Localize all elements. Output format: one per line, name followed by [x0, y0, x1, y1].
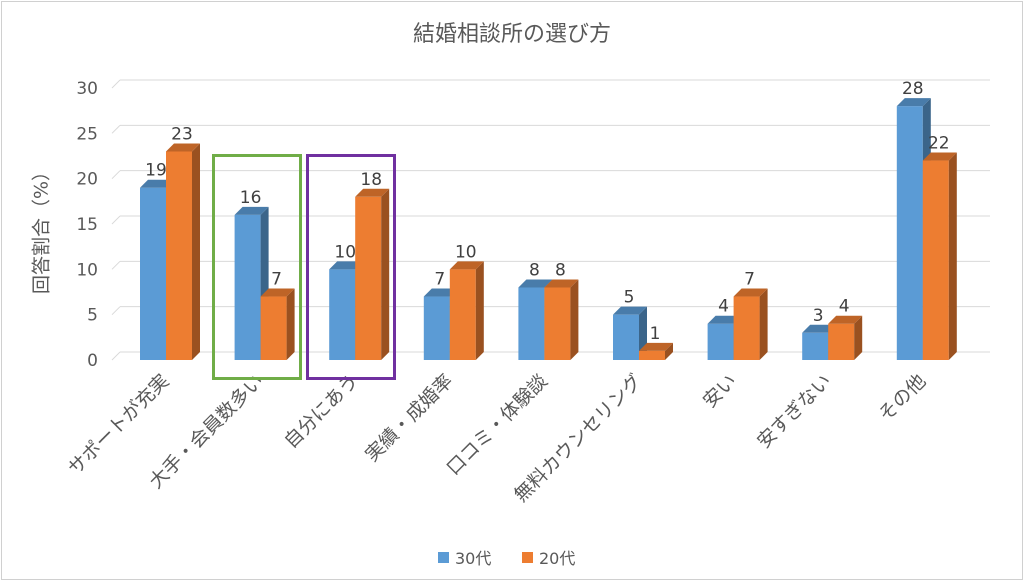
category-label: サポートが充実 — [64, 370, 174, 480]
bar-front — [896, 106, 923, 360]
bar-top — [234, 206, 269, 215]
bar-top — [355, 188, 390, 197]
data-label: 7 — [271, 270, 282, 290]
bar-front — [234, 214, 261, 360]
bar-front — [140, 187, 166, 360]
bar-side — [475, 261, 484, 360]
data-label: 10 — [334, 242, 356, 262]
data-label: 28 — [902, 79, 924, 99]
bar-side — [192, 143, 200, 360]
bar-top — [544, 279, 579, 288]
data-label: 4 — [839, 297, 850, 317]
bar-top — [733, 288, 768, 297]
data-label: 19 — [145, 161, 167, 181]
y-tick-label: 20 — [76, 170, 98, 190]
data-label: 7 — [744, 270, 755, 290]
legend-item-20s: 20代 — [522, 545, 575, 569]
gridline-perspective — [111, 215, 121, 225]
data-label: 5 — [624, 288, 635, 308]
legend-label-30s: 30代 — [455, 549, 492, 568]
bar-top — [260, 288, 295, 297]
bar-front — [423, 296, 450, 360]
gridline-perspective — [111, 351, 121, 361]
category-label: 安すぎない — [753, 370, 836, 453]
bar-front — [802, 332, 829, 360]
legend-swatch-30s — [438, 551, 449, 563]
bar-side — [381, 188, 390, 360]
data-label: 18 — [360, 170, 382, 190]
bar-front — [828, 323, 855, 360]
bar-front — [329, 269, 356, 360]
data-label: 4 — [718, 297, 729, 317]
gridline-perspective — [111, 306, 121, 316]
bar-front — [260, 296, 287, 360]
legend-label-20s: 20代 — [539, 549, 576, 568]
data-label: 3 — [813, 306, 824, 326]
gridline-perspective — [111, 124, 121, 134]
bar-side — [570, 279, 579, 360]
gridline-perspective — [111, 260, 121, 270]
data-label: 10 — [455, 242, 477, 262]
category-label: 口コミ・体験談 — [442, 370, 552, 480]
bar-side — [854, 315, 863, 360]
bar-front — [613, 314, 639, 360]
data-label: 8 — [529, 260, 540, 280]
category-label: 自分にあう — [280, 370, 363, 453]
bar-top — [166, 143, 200, 152]
bar-top — [613, 306, 647, 315]
highlight-box — [306, 154, 397, 380]
bar-front — [449, 269, 476, 360]
data-label: 16 — [240, 188, 262, 208]
gridline-perspective — [111, 170, 121, 180]
legend-item-30s: 30代 — [438, 545, 491, 569]
y-tick-label: 5 — [87, 306, 98, 326]
data-label: 1 — [650, 324, 661, 344]
bar-top — [922, 152, 957, 161]
y-tick-label: 15 — [76, 215, 98, 235]
bar-top — [140, 179, 174, 188]
bar-side — [665, 342, 673, 360]
category-label: 実績・成婚率 — [361, 370, 457, 466]
category-label: その他 — [874, 370, 930, 426]
bar-front — [733, 296, 760, 360]
chart-title: 結婚相談所の選び方 — [412, 22, 611, 47]
bar-front — [707, 323, 734, 360]
y-tick-label: 10 — [76, 260, 98, 280]
y-tick-label: 0 — [87, 351, 98, 371]
data-label: 7 — [434, 270, 445, 290]
bar-top — [423, 288, 458, 297]
bar-front — [544, 287, 571, 360]
bar-top — [828, 315, 863, 324]
gridline-perspective — [111, 79, 121, 89]
legend-swatch-20s — [522, 551, 533, 563]
bar-front — [639, 350, 665, 360]
bar-front — [518, 287, 545, 360]
data-label: 23 — [171, 124, 193, 144]
bar-side — [759, 288, 768, 360]
bar-front — [166, 151, 192, 360]
bar-side — [948, 152, 957, 360]
data-label: 8 — [555, 260, 566, 280]
y-tick-label: 30 — [76, 79, 98, 99]
bar-top — [518, 279, 553, 288]
bar-top — [449, 261, 484, 270]
highlight-box — [211, 154, 302, 380]
category-label: 安い — [699, 370, 741, 412]
bar-front — [355, 196, 382, 360]
bar-top — [707, 315, 742, 324]
bar-top — [896, 98, 931, 107]
bar-top — [329, 261, 364, 270]
bar-front — [922, 160, 949, 360]
bar-top — [639, 342, 673, 351]
y-tick-label: 25 — [76, 124, 98, 144]
bar-top — [802, 324, 837, 333]
bar-side — [286, 288, 295, 360]
data-label: 22 — [928, 134, 950, 154]
